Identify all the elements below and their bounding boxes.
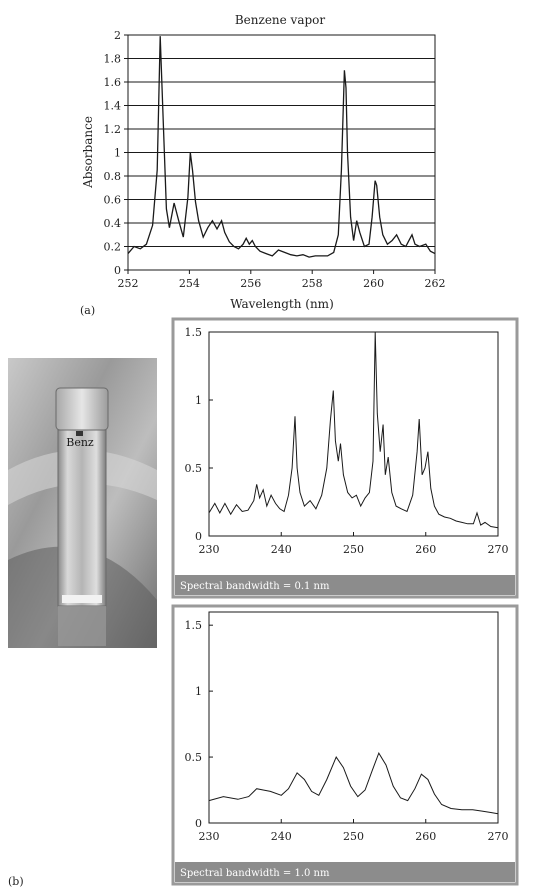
chart-b1-y-tick-label: 1 <box>195 394 202 407</box>
chart-a-y-ticks: 0 0.2 0.4 0.6 0.8 1 1.2 1.4 1.6 1.8 2 <box>104 29 128 277</box>
cuvette-liquid-highlight <box>62 595 102 603</box>
panel-a-label: (a) <box>80 304 95 317</box>
chart-a-y-tick-label: 0 <box>114 264 121 277</box>
chart-a-y-tick-label: 1.4 <box>104 100 122 113</box>
chart-a-y-tick-label: 0.6 <box>104 194 122 207</box>
chart-b1-x-tick-label: 230 <box>199 543 220 556</box>
chart-b1-series-line <box>208 331 499 529</box>
chart-a-series-line <box>127 36 436 258</box>
chart-b2-caption: Spectral bandwidth = 1.0 nm <box>180 868 330 879</box>
cuvette-label-mark <box>76 431 83 436</box>
chart-a-title: Benzene vapor <box>235 13 326 27</box>
chart-a-x-axis-label: Wavelength (nm) <box>230 297 334 311</box>
chart-a-x-tick-label: 252 <box>118 277 139 290</box>
cuvette-cap <box>55 387 109 431</box>
chart-a-y-tick-label: 0.2 <box>104 241 122 254</box>
chart-b1-y-tick-label: 0 <box>195 530 202 543</box>
panel-b-label: (b) <box>8 875 24 888</box>
chart-b2-caption-bar <box>175 862 515 882</box>
chart-b1-frame <box>171 317 519 599</box>
chart-a-y-axis-label: Absorbance <box>81 116 95 189</box>
chart-a-gridlines <box>128 34 435 271</box>
chart-b2-x-tick-label: 250 <box>343 830 364 843</box>
chart-a-x-tick-label: 260 <box>363 277 384 290</box>
chart-a-x-tick-label: 254 <box>179 277 200 290</box>
chart-b2-x-tick-label: 260 <box>415 830 436 843</box>
chart-b1-x-ticks: 230 240 250 260 270 <box>199 532 509 556</box>
chart-a-y-tick-label: 1.8 <box>104 53 122 66</box>
chart-b1-x-tick-label: 260 <box>415 543 436 556</box>
chart-b2-x-tick-label: 230 <box>199 830 220 843</box>
chart-a-x-ticks: 252 254 256 258 260 262 <box>118 270 446 290</box>
chart-a-y-tick-label: 0.4 <box>104 217 122 230</box>
chart-a-y-tick-label: 2 <box>114 29 121 42</box>
chart-b2-x-tick-label: 270 <box>488 830 509 843</box>
chart-b2-y-tick-label: 0.5 <box>185 751 203 764</box>
chart-b2-y-tick-label: 0 <box>195 817 202 830</box>
chart-a-x-tick-label: 256 <box>240 277 261 290</box>
cuvette-photo: Benz <box>8 358 157 648</box>
chart-b1-y-tick-label: 1.5 <box>185 326 203 339</box>
chart-b1-x-tick-label: 240 <box>271 543 292 556</box>
chart-b1-y-tick-label: 0.5 <box>185 462 203 475</box>
cuvette-reflection <box>58 606 106 646</box>
chart-b2-y-ticks: 0 0.5 1 1.5 <box>185 619 213 830</box>
chart-b1-y-ticks: 0 0.5 1 1.5 <box>185 326 213 543</box>
chart-b2-x-tick-label: 240 <box>271 830 292 843</box>
chart-b2-frame <box>171 604 519 886</box>
panel-b2: 0 0.5 1 1.5 230 240 250 260 270 Spectral bandwi… <box>171 604 519 886</box>
chart-b1-x-tick-label: 250 <box>343 543 364 556</box>
panel-b1: 0 0.5 1 1.5 230 240 250 260 270 Spectral bandwi… <box>171 317 519 599</box>
chart-a-x-tick-label: 262 <box>425 277 446 290</box>
chart-b2-y-tick-label: 1 <box>195 685 202 698</box>
panel-a: Benzene vapor 0 0.2 0.4 0.6 0.8 1 1.2 1.4 1.6 1.8… <box>80 13 446 317</box>
chart-a-y-tick-label: 1 <box>114 147 121 160</box>
chart-a-x-tick-label: 258 <box>302 277 323 290</box>
chart-b1-caption-bar <box>175 575 515 595</box>
chart-b1-x-tick-label: 270 <box>488 543 509 556</box>
cuvette-label: Benz <box>66 436 94 449</box>
chart-b1-caption: Spectral bandwidth = 0.1 nm <box>180 581 330 592</box>
chart-a-y-tick-label: 1.2 <box>104 123 122 136</box>
cuvette-body <box>57 429 107 607</box>
chart-a-y-tick-label: 1.6 <box>104 76 122 89</box>
chart-b2-series-line <box>208 751 499 815</box>
chart-b2-x-ticks: 230 240 250 260 270 <box>199 819 509 843</box>
chart-a-y-tick-label: 0.8 <box>104 170 122 183</box>
chart-b2-y-tick-label: 1.5 <box>185 619 203 632</box>
